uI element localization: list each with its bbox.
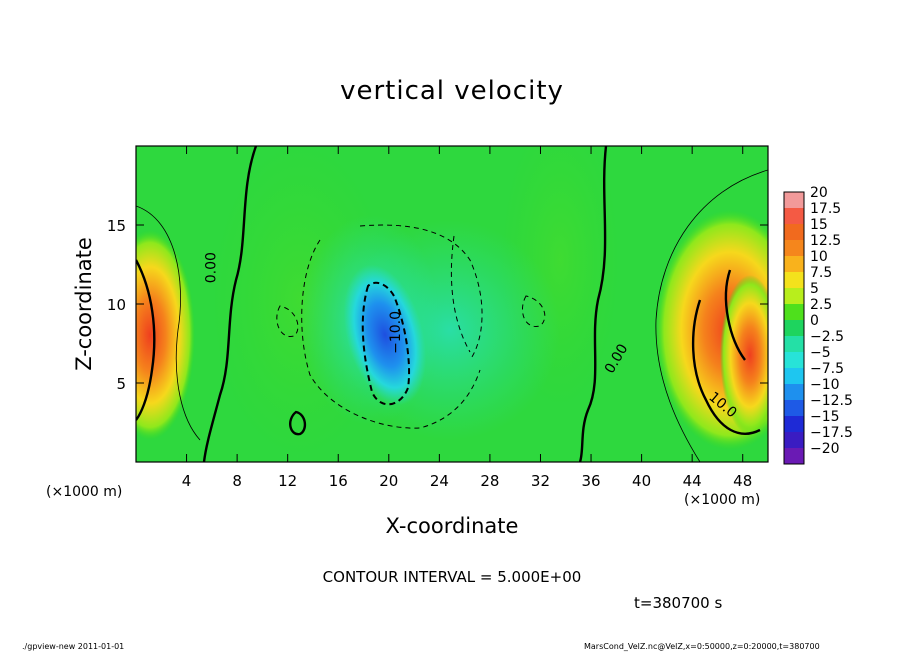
- updraft-right-core: [720, 275, 768, 435]
- x-unit-label-left: (×1000 m): [46, 484, 123, 500]
- contour-ten: [724, 269, 746, 361]
- colorbar-label: 10: [810, 249, 828, 265]
- contour-zero: [578, 146, 608, 462]
- x-tick-label: 48: [733, 472, 752, 490]
- x-tick-label: 12: [278, 472, 297, 490]
- colorbar-label: −2.5: [810, 329, 844, 345]
- colorbar-swatch: [784, 400, 804, 417]
- colorbar-swatch: [784, 208, 804, 225]
- colorbar-swatch: [784, 192, 804, 209]
- contour-zero: [289, 410, 307, 436]
- x-unit-label-right: (×1000 m): [684, 492, 761, 508]
- field-layer: [136, 146, 768, 462]
- contour-neg-five: [522, 295, 546, 327]
- contour-thin: [655, 169, 768, 462]
- x-tick-label: 20: [379, 472, 398, 490]
- colorbar-label: 17.5: [810, 201, 841, 217]
- footer-left-text: ./gpview-new 2011-01-01: [22, 642, 125, 651]
- colorbar-label: 5: [810, 281, 819, 297]
- contour-ten: [136, 259, 156, 421]
- colorbar-label: −17.5: [810, 425, 853, 441]
- colorbar-swatch: [784, 432, 804, 449]
- x-tick-label: 4: [182, 472, 192, 490]
- colorbar-swatch: [784, 416, 804, 433]
- colorbar-frame: [783, 191, 805, 465]
- x-ticks: 4 8 12 16 20 24 28 32 36 40 44 48: [182, 146, 752, 490]
- x-tick-label: 36: [581, 472, 600, 490]
- colorbar-label: −5: [810, 345, 831, 361]
- colorbar-swatch: [784, 320, 804, 337]
- colorbar-label: 20: [810, 185, 828, 201]
- contour-zero: [202, 146, 258, 462]
- colorbar-label: −15: [810, 409, 840, 425]
- colorbar-label: −10: [810, 377, 840, 393]
- contour-label: 0.00: [204, 252, 220, 283]
- x-tick-label: 44: [683, 472, 702, 490]
- colorbar-label: 2.5: [810, 297, 832, 313]
- colorbar-label: 7.5: [810, 265, 832, 281]
- colorbar-swatch: [784, 368, 804, 385]
- contour-neg-ten: [361, 281, 411, 406]
- colorbar-swatch: [784, 256, 804, 273]
- colorbar-label: 0: [810, 313, 819, 329]
- colorbar-label: −7.5: [810, 361, 844, 377]
- footer-right-text: MarsCond_VelZ.nc@VelZ,x=0:50000,z=0:2000…: [584, 642, 820, 651]
- x-tick-label: 28: [480, 472, 499, 490]
- contour-layer: [136, 146, 768, 462]
- updraft-left: [136, 230, 195, 440]
- colorbar-swatch: [784, 384, 804, 401]
- contour-neg-five: [301, 239, 481, 429]
- x-axis-label: X-coordinate: [385, 514, 519, 538]
- contour-thin: [136, 205, 201, 441]
- colorbar-swatch: [784, 448, 804, 465]
- contour-neg-five: [359, 224, 483, 361]
- colorbar-swatch: [784, 352, 804, 369]
- contour-neg-five: [276, 305, 299, 337]
- chart-title: vertical velocity: [340, 76, 564, 106]
- colorbar-label: 12.5: [810, 233, 841, 249]
- x-tick-label: 24: [430, 472, 449, 490]
- colorbar-swatch: [784, 288, 804, 305]
- colorbar: 2017.51512.5107.552.50−2.5−5−7.5−10−12.5…: [783, 185, 853, 465]
- contour-label: −10.0: [388, 311, 404, 354]
- colorbar-label: −20: [810, 441, 840, 457]
- colorbar-label: 15: [810, 217, 828, 233]
- x-tick-label: 16: [329, 472, 348, 490]
- y-ticks: 5 10 15: [107, 217, 768, 393]
- colorbar-swatch: [784, 304, 804, 321]
- colorbar-swatch: [784, 224, 804, 241]
- colorbar-swatch: [784, 240, 804, 257]
- y-tick-label: 15: [107, 217, 126, 235]
- y-tick-label: 5: [116, 375, 126, 393]
- contour-ten: [691, 299, 761, 435]
- x-tick-label: 8: [232, 472, 242, 490]
- colorbar-label: −12.5: [810, 393, 853, 409]
- x-tick-label: 40: [632, 472, 651, 490]
- contour-interval-text: CONTOUR INTERVAL = 5.000E+00: [322, 568, 582, 586]
- y-tick-label: 10: [107, 296, 126, 314]
- colorbar-swatch: [784, 272, 804, 289]
- time-label: t=380700 s: [634, 594, 723, 612]
- colorbar-swatch: [784, 336, 804, 353]
- x-tick-label: 32: [531, 472, 550, 490]
